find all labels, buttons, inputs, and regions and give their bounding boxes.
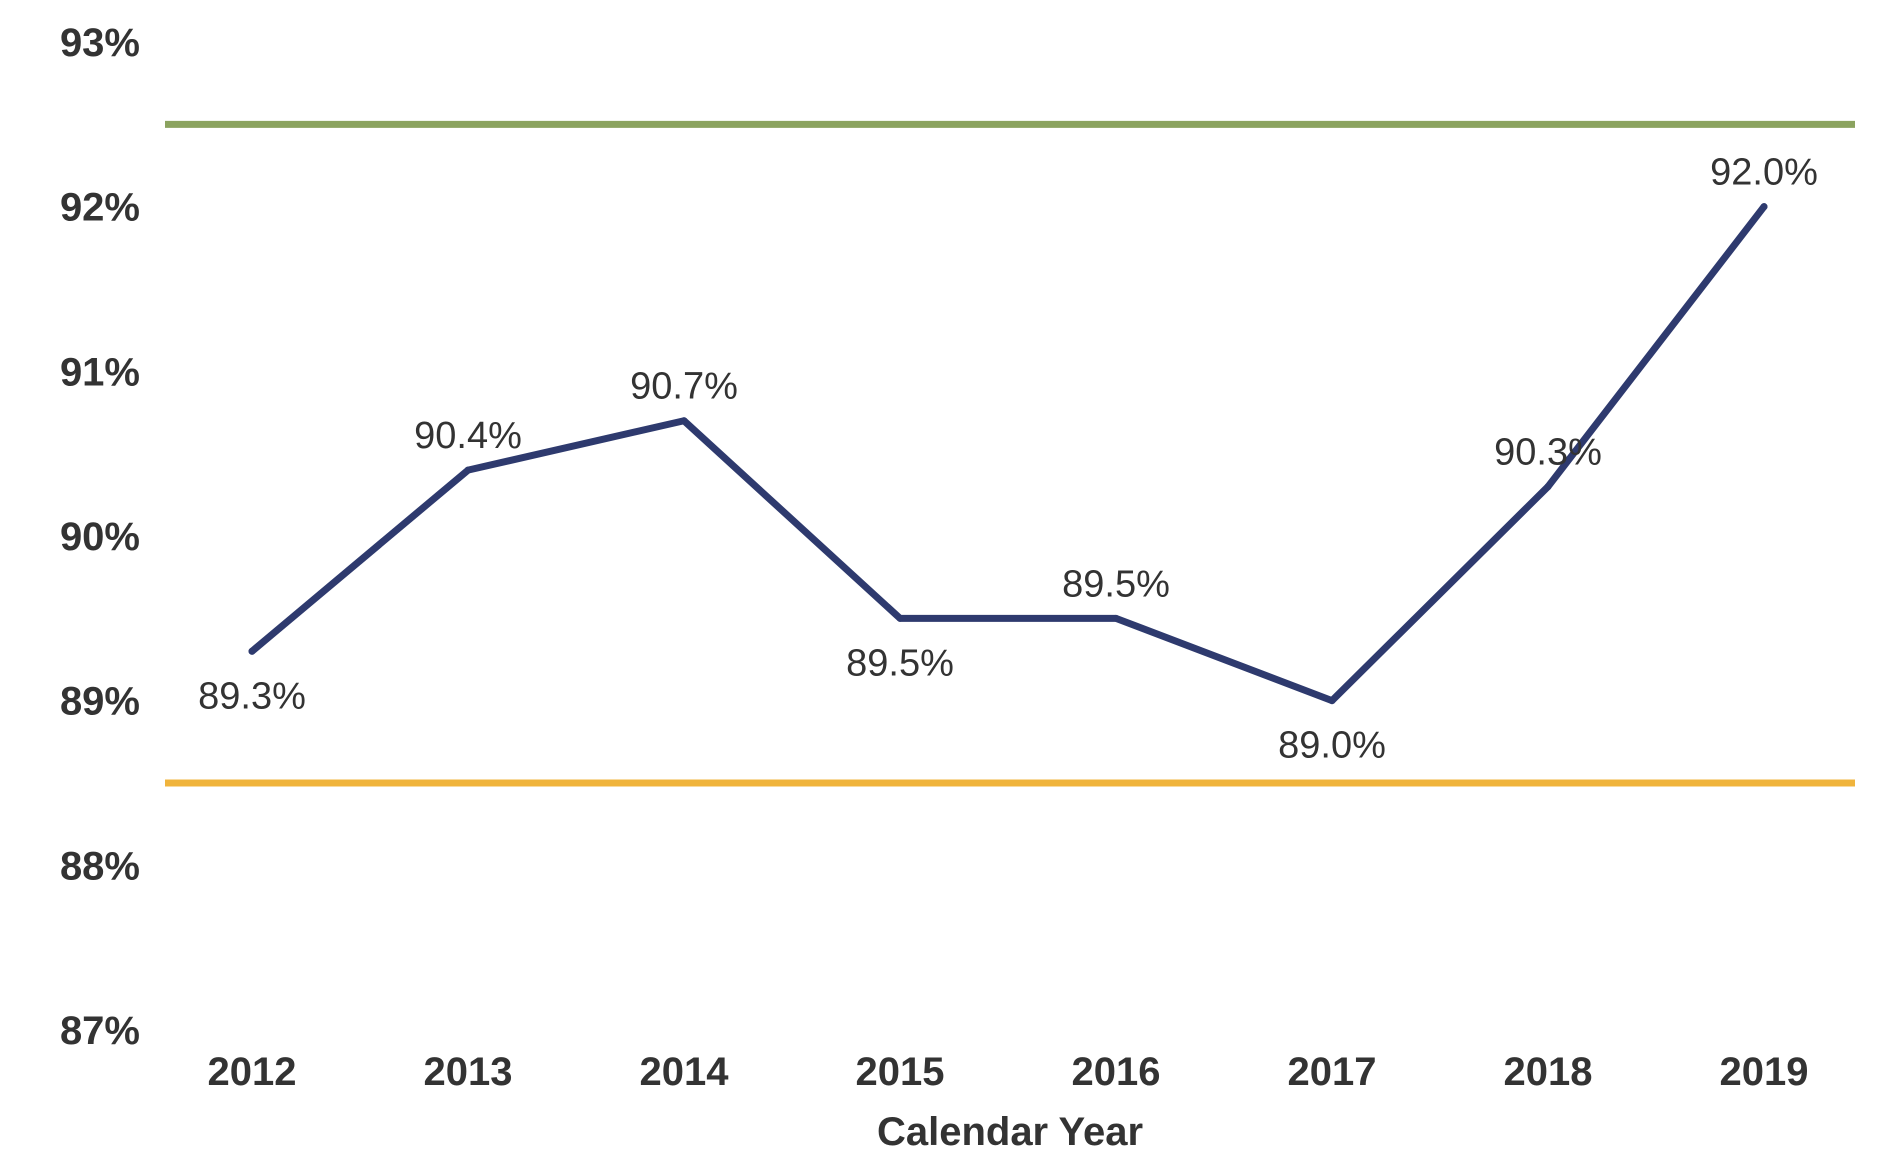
- data-point: [1328, 697, 1336, 705]
- data-point: [1544, 483, 1552, 491]
- x-tick-label: 2014: [640, 1050, 730, 1094]
- y-axis: 93% 92% 91% 90% 89% 88% 87%: [60, 21, 140, 1053]
- data-label: 89.5%: [846, 642, 954, 684]
- x-tick-label: 2015: [856, 1050, 945, 1094]
- series-line: [248, 203, 1768, 705]
- data-label: 89.5%: [1062, 563, 1170, 605]
- data-point: [680, 417, 688, 425]
- data-point: [248, 647, 256, 655]
- y-tick-label: 92%: [60, 186, 140, 230]
- data-label: 89.0%: [1278, 725, 1386, 767]
- series-group: [248, 203, 1768, 705]
- y-tick-label: 88%: [60, 844, 140, 888]
- y-tick-label: 89%: [60, 680, 140, 724]
- x-axis: 2012 2013 2014 2015 2016 2017 2018 2019: [208, 1050, 1809, 1094]
- data-point: [1112, 614, 1120, 622]
- data-label: 92.0%: [1710, 152, 1818, 194]
- data-point: [896, 614, 904, 622]
- y-tick-label: 87%: [60, 1009, 140, 1053]
- data-point: [464, 466, 472, 474]
- y-tick-label: 91%: [60, 350, 140, 394]
- y-tick-label: 90%: [60, 515, 140, 559]
- x-tick-label: 2012: [208, 1050, 297, 1094]
- y-tick-label: 93%: [60, 21, 140, 65]
- data-labels: 89.3% 90.4% 90.7% 89.5% 89.5% 89.0% 90.3% 92.0%: [198, 152, 1818, 767]
- data-label: 90.7%: [630, 366, 738, 408]
- x-tick-label: 2018: [1504, 1050, 1593, 1094]
- x-tick-label: 2013: [424, 1050, 513, 1094]
- data-label: 89.3%: [198, 675, 306, 717]
- x-tick-label: 2017: [1288, 1050, 1377, 1094]
- data-label: 90.3%: [1494, 432, 1602, 474]
- data-label: 90.4%: [414, 415, 522, 457]
- data-point: [1760, 203, 1768, 211]
- x-tick-label: 2019: [1720, 1050, 1809, 1094]
- reference-lines: [165, 120, 1855, 787]
- x-tick-label: 2016: [1072, 1050, 1161, 1094]
- x-axis-title: Calendar Year: [877, 1110, 1143, 1154]
